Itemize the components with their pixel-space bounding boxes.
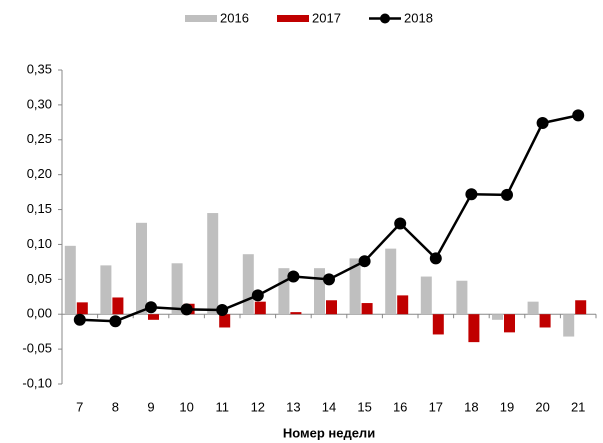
x-tick-label: 12: [251, 399, 265, 414]
bar: [492, 314, 503, 320]
x-tick-label: 11: [215, 399, 229, 414]
legend-swatch: [380, 13, 390, 24]
line-marker: [572, 109, 585, 122]
x-tick-label: 9: [147, 399, 154, 414]
x-tick-label: 10: [179, 399, 193, 414]
line-marker: [251, 289, 264, 302]
bar: [242, 254, 254, 315]
bar: [563, 314, 575, 337]
bar: [254, 301, 266, 315]
bar: [112, 297, 124, 315]
y-tick-label: 0,00: [27, 306, 52, 321]
bar: [314, 268, 325, 315]
bar: [171, 263, 183, 315]
x-tick-label: 14: [322, 399, 336, 414]
bar: [64, 245, 76, 315]
y-tick-label: -0,10: [22, 375, 52, 390]
y-tick-label: 0,05: [27, 271, 52, 286]
bar: [207, 213, 219, 315]
bar: [420, 276, 432, 315]
y-tick-label: 0,30: [27, 96, 52, 111]
x-tick-label: 7: [76, 399, 83, 414]
line-marker: [216, 304, 229, 317]
bar: [148, 314, 159, 320]
bar: [219, 314, 231, 328]
bar: [527, 301, 539, 315]
bar: [456, 280, 468, 315]
legend-swatch: [185, 15, 217, 22]
x-tick-label: 8: [112, 399, 119, 414]
legend-label: 2016: [220, 10, 249, 25]
x-tick-label: 16: [393, 399, 407, 414]
line-marker: [429, 252, 442, 265]
bar: [575, 300, 587, 315]
line-marker: [73, 313, 86, 326]
legend-label: 2018: [404, 10, 433, 25]
x-tick-label: 18: [464, 399, 478, 414]
line: [79, 114, 579, 323]
bar: [136, 222, 147, 315]
y-tick-label: 0,10: [27, 236, 52, 251]
bar: [432, 314, 444, 335]
bar: [278, 268, 290, 315]
legend-swatch: [277, 15, 309, 22]
y-tick-label: 0,25: [27, 131, 52, 146]
bar: [361, 303, 373, 315]
y-tick-label: -0,05: [22, 341, 52, 356]
legend-label: 2017: [312, 10, 341, 25]
y-tick-label: 0,35: [27, 61, 52, 76]
line-marker: [180, 303, 193, 316]
bar: [397, 295, 409, 315]
bar: [468, 314, 480, 343]
y-tick-label: 0,20: [27, 166, 52, 181]
bar: [326, 300, 337, 315]
bar: [76, 302, 88, 315]
bar: [349, 258, 361, 315]
bar: [504, 314, 515, 333]
x-axis-label: Номер недели: [283, 425, 375, 440]
bar: [290, 312, 302, 315]
bar: [385, 248, 397, 315]
y-tick-label: 0,15: [27, 201, 52, 216]
line-marker: [536, 117, 549, 130]
line-marker: [145, 301, 157, 314]
x-tick-label: 21: [571, 399, 585, 414]
x-tick-label: 15: [357, 399, 371, 414]
line-marker: [394, 217, 407, 230]
x-tick-label: 17: [429, 399, 443, 414]
x-tick-label: 20: [535, 399, 549, 414]
line-marker: [109, 315, 122, 328]
x-tick-label: 19: [500, 399, 514, 414]
line-marker: [287, 270, 300, 283]
x-tick-label: 13: [286, 399, 300, 414]
line-marker: [501, 188, 513, 201]
line-marker: [323, 273, 335, 286]
bar: [100, 265, 112, 315]
line-marker: [465, 188, 478, 201]
bar: [539, 314, 551, 328]
line-marker: [358, 255, 371, 268]
